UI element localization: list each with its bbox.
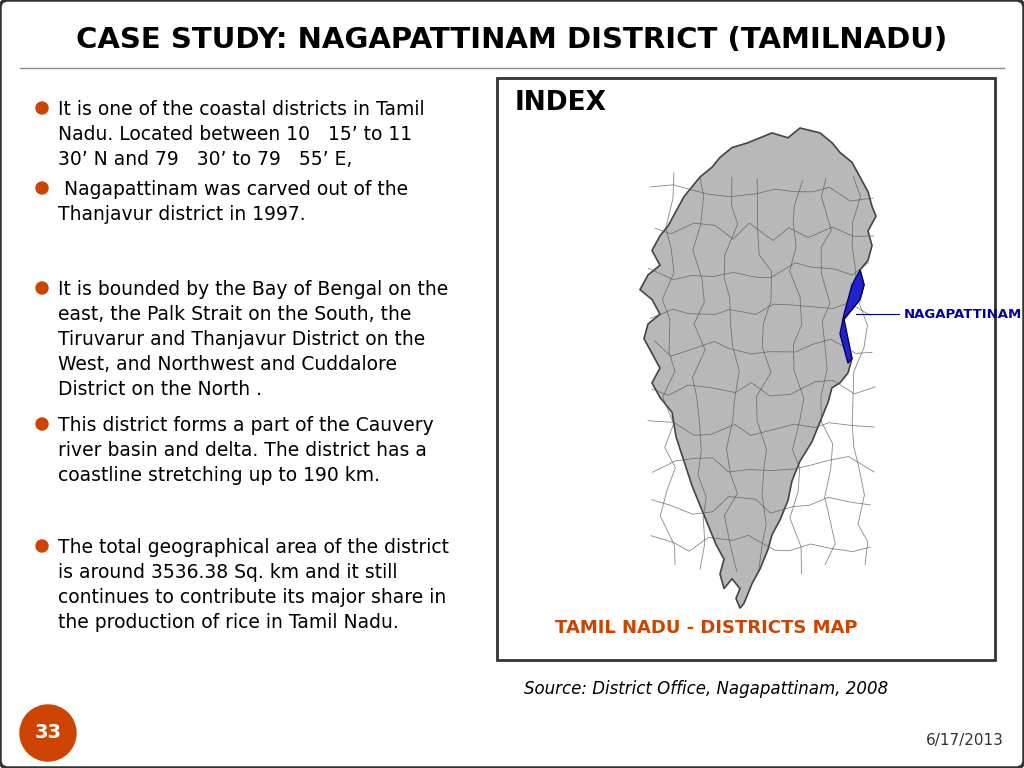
Circle shape bbox=[36, 282, 48, 294]
Text: It is one of the coastal districts in Tamil
Nadu. Located between 10   15’ to 11: It is one of the coastal districts in Ta… bbox=[58, 100, 425, 169]
Polygon shape bbox=[640, 128, 876, 608]
Polygon shape bbox=[840, 270, 864, 363]
Text: 6/17/2013: 6/17/2013 bbox=[926, 733, 1004, 748]
Circle shape bbox=[36, 182, 48, 194]
Text: 33: 33 bbox=[35, 723, 61, 743]
Text: NAGAPATTINAM: NAGAPATTINAM bbox=[904, 308, 1022, 321]
FancyBboxPatch shape bbox=[497, 78, 995, 660]
Circle shape bbox=[36, 418, 48, 430]
Text: TAMIL NADU - DISTRICTS MAP: TAMIL NADU - DISTRICTS MAP bbox=[555, 619, 857, 637]
Text: INDEX: INDEX bbox=[515, 90, 607, 116]
Text: Source: District Office, Nagapattinam, 2008: Source: District Office, Nagapattinam, 2… bbox=[524, 680, 888, 698]
Circle shape bbox=[36, 540, 48, 552]
Circle shape bbox=[20, 705, 76, 761]
Text: This district forms a part of the Cauvery
river basin and delta. The district ha: This district forms a part of the Cauver… bbox=[58, 416, 434, 485]
Circle shape bbox=[36, 102, 48, 114]
Text: It is bounded by the Bay of Bengal on the
east, the Palk Strait on the South, th: It is bounded by the Bay of Bengal on th… bbox=[58, 280, 449, 399]
Text: The total geographical area of the district
is around 3536.38 Sq. km and it stil: The total geographical area of the distr… bbox=[58, 538, 449, 632]
Text: CASE STUDY: NAGAPATTINAM DISTRICT (TAMILNADU): CASE STUDY: NAGAPATTINAM DISTRICT (TAMIL… bbox=[77, 26, 947, 54]
Text: Nagapattinam was carved out of the
Thanjavur district in 1997.: Nagapattinam was carved out of the Thanj… bbox=[58, 180, 409, 224]
